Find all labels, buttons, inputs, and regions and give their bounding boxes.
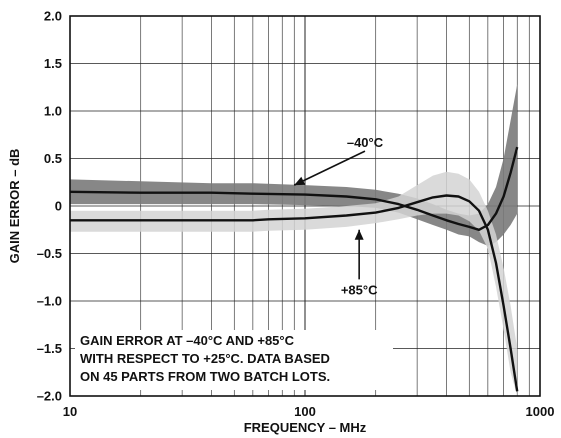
annotation-label: –40°C	[347, 135, 384, 150]
series-line-minus40c	[69, 146, 519, 232]
annotation-arrow-head	[354, 229, 364, 240]
y-axis-label: GAIN ERROR – dB	[7, 149, 22, 264]
note-box	[75, 330, 393, 390]
y-tick-labels: 2.0 1.5 1.0 0.5 0 –0.5 –1.0 –1.5 –2.0	[37, 9, 62, 404]
y-tick-label: 2.0	[44, 9, 62, 24]
x-tick-label: 1000	[526, 404, 555, 419]
y-tick-label: 1.0	[44, 104, 62, 119]
band-plus85c	[70, 171, 518, 396]
y-tick-label: –2.0	[37, 389, 62, 404]
y-tick-label: 1.5	[44, 56, 62, 71]
y-tick-label: 0	[55, 199, 62, 214]
series-line-plus85c	[70, 194, 519, 392]
x-axis-label: FREQUENCY – MHz	[244, 420, 367, 435]
x-tick-label: 100	[294, 404, 316, 419]
annotation-arrow-head	[294, 176, 306, 186]
annotations: –40°C +85°C	[293, 135, 384, 297]
note-line-2: WITH RESPECT TO +25°C. DATA BASED	[80, 351, 330, 366]
annotation-label: +85°C	[341, 282, 378, 297]
y-tick-label: –0.5	[37, 246, 62, 261]
x-tick-label: 10	[63, 404, 77, 419]
note-line-1: GAIN ERROR AT –40°C AND +85°C	[80, 333, 294, 348]
y-tick-label: –1.5	[37, 341, 62, 356]
note-line-3: ON 45 PARTS FROM TWO BATCH LOTS.	[80, 369, 331, 384]
y-tick-label: –1.0	[37, 294, 62, 309]
annotation-arrow-shaft	[293, 150, 366, 186]
series-lines	[69, 146, 519, 392]
x-tick-labels: 10 100 1000	[63, 404, 555, 419]
y-tick-label: 0.5	[44, 151, 62, 166]
plot-frame	[69, 15, 541, 397]
